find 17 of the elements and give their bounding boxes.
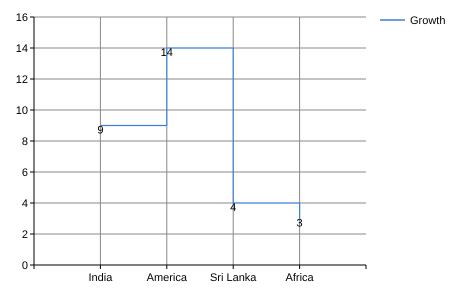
x-tick-label: America	[146, 272, 188, 284]
y-tick-label: 0	[22, 260, 28, 272]
y-tick-label: 16	[16, 12, 28, 24]
data-label: 4	[230, 202, 236, 214]
legend-label: Growth	[410, 14, 446, 27]
y-tick-label: 10	[16, 104, 28, 117]
x-tick-label: Sri Lanka	[210, 272, 258, 284]
data-label: 9	[97, 124, 104, 136]
x-tick-label: India	[88, 272, 114, 284]
data-label: 3	[296, 217, 303, 230]
y-tick-label: 14	[16, 42, 28, 55]
y-tick-label: 2	[22, 228, 28, 241]
y-tick-label: 4	[22, 198, 28, 210]
x-tick-label: Africa	[286, 272, 315, 284]
y-tick-label: 6	[22, 166, 28, 179]
y-tick-label: 8	[22, 136, 28, 148]
y-tick-label: 12	[16, 74, 28, 86]
